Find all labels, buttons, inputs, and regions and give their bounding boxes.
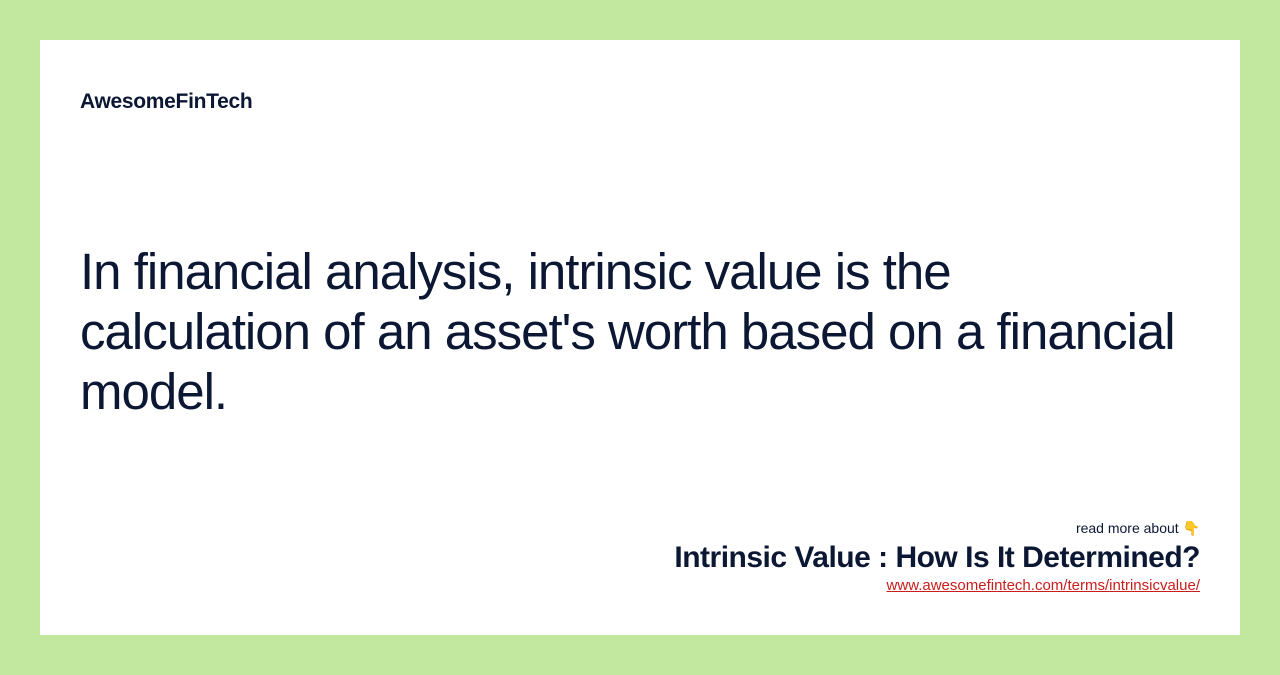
footer-block: read more about 👇 Intrinsic Value : How … — [674, 520, 1200, 595]
brand-name: AwesomeFinTech — [80, 90, 1200, 114]
definition-text: In financial analysis, intrinsic value i… — [80, 242, 1180, 423]
article-link[interactable]: www.awesomefintech.com/terms/intrinsicva… — [887, 577, 1200, 594]
read-more-label: read more about 👇 — [674, 520, 1200, 537]
content-card: AwesomeFinTech In financial analysis, in… — [40, 40, 1240, 635]
article-title: Intrinsic Value : How Is It Determined? — [674, 541, 1200, 575]
